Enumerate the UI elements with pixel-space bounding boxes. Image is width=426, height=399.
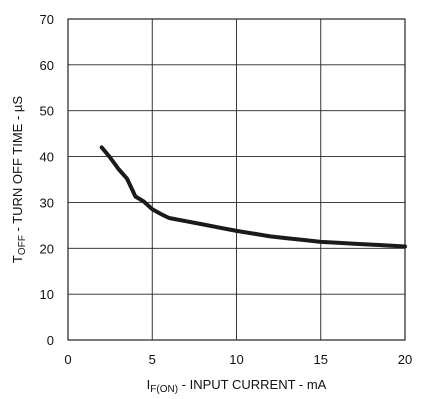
y-tick-label: 0: [47, 333, 54, 348]
y-tick-label: 60: [40, 58, 54, 73]
y-axis-label-rest: - TURN OFF TIME - µS: [10, 96, 25, 236]
x-tick-label: 0: [64, 352, 71, 367]
x-axis-label-subscript: F(ON): [150, 384, 178, 395]
y-tick-label: 20: [40, 241, 54, 256]
y-axis-ticks: 0 10 20 30 40 50 60 70: [40, 12, 54, 348]
x-tick-label: 5: [149, 352, 156, 367]
y-tick-label: 10: [40, 287, 54, 302]
y-axis-label-subscript: OFF: [17, 235, 28, 255]
x-tick-label: 20: [398, 352, 412, 367]
y-axis-label-main: T: [10, 255, 25, 263]
x-axis-ticks: 0 5 10 15 20: [64, 352, 412, 367]
series-line: [102, 147, 405, 246]
x-axis-label-rest: - INPUT CURRENT - mA: [178, 377, 327, 392]
y-tick-label: 30: [40, 195, 54, 210]
grid: [68, 19, 405, 340]
x-tick-label: 10: [229, 352, 243, 367]
y-tick-label: 40: [40, 150, 54, 165]
y-tick-label: 70: [40, 12, 54, 27]
x-tick-label: 15: [314, 352, 328, 367]
y-axis-label: TOFF - TURN OFF TIME - µS: [10, 96, 28, 263]
y-tick-label: 50: [40, 104, 54, 119]
x-axis-label: IF(ON) - INPUT CURRENT - mA: [147, 377, 327, 395]
